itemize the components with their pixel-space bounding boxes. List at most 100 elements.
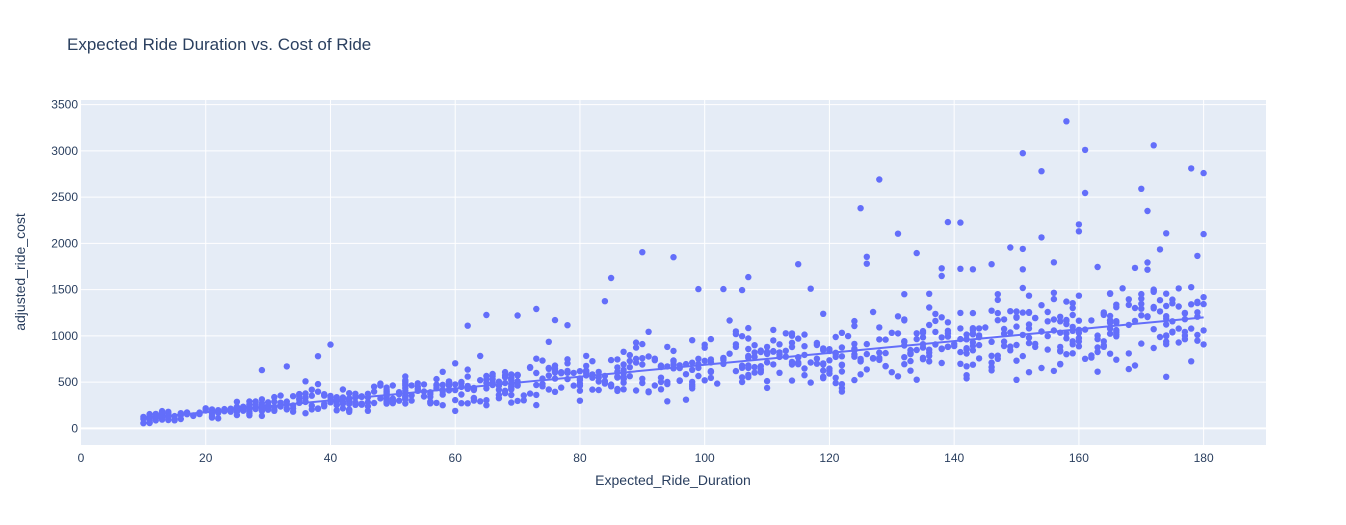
data-point bbox=[913, 346, 920, 354]
data-point bbox=[1175, 303, 1182, 310]
data-point bbox=[1138, 290, 1145, 298]
data-point bbox=[364, 407, 372, 414]
data-point bbox=[1138, 305, 1145, 312]
data-point bbox=[745, 324, 752, 332]
data-point bbox=[408, 382, 415, 389]
data-point bbox=[1163, 341, 1170, 348]
y-tick-label: 1500 bbox=[51, 283, 78, 297]
data-point bbox=[333, 407, 340, 414]
data-point bbox=[795, 361, 802, 368]
data-point bbox=[726, 317, 733, 324]
data-point bbox=[745, 364, 752, 372]
data-point bbox=[820, 310, 827, 317]
data-point bbox=[545, 338, 552, 345]
data-point bbox=[1113, 356, 1120, 363]
data-point bbox=[820, 373, 827, 381]
data-point bbox=[832, 333, 839, 341]
data-point bbox=[882, 336, 889, 343]
data-point bbox=[346, 408, 353, 415]
data-point bbox=[901, 317, 908, 324]
data-point bbox=[314, 405, 322, 412]
data-point bbox=[346, 390, 353, 397]
data-point bbox=[296, 395, 303, 402]
data-point bbox=[452, 360, 459, 367]
data-point bbox=[863, 253, 870, 260]
data-point bbox=[801, 365, 808, 372]
data-point bbox=[620, 375, 627, 382]
data-point bbox=[1188, 301, 1195, 308]
data-point bbox=[1188, 284, 1195, 291]
data-point bbox=[364, 402, 372, 410]
data-point bbox=[539, 357, 546, 364]
data-point bbox=[208, 413, 216, 420]
data-point bbox=[1025, 309, 1033, 316]
data-point bbox=[832, 374, 839, 381]
data-point bbox=[1156, 333, 1164, 341]
data-point bbox=[339, 386, 347, 393]
data-point bbox=[969, 339, 977, 346]
data-point bbox=[1069, 300, 1076, 307]
data-point bbox=[782, 330, 789, 337]
data-point bbox=[938, 334, 945, 341]
data-point bbox=[539, 380, 546, 388]
data-point bbox=[508, 383, 515, 391]
data-point bbox=[894, 230, 902, 237]
data-point bbox=[969, 347, 977, 354]
data-point bbox=[1188, 325, 1195, 332]
data-point bbox=[813, 341, 821, 349]
data-point bbox=[670, 358, 677, 365]
data-point bbox=[1181, 328, 1189, 336]
data-point bbox=[838, 344, 846, 351]
data-point bbox=[483, 397, 490, 404]
data-point bbox=[994, 352, 1001, 359]
data-point bbox=[788, 332, 796, 339]
data-point bbox=[857, 358, 864, 365]
data-point bbox=[601, 380, 609, 387]
data-point bbox=[1181, 310, 1189, 317]
data-point bbox=[957, 348, 964, 356]
data-point bbox=[1057, 318, 1064, 325]
data-point bbox=[1150, 142, 1157, 149]
data-point bbox=[452, 396, 459, 404]
data-point bbox=[888, 369, 895, 376]
data-point bbox=[1138, 185, 1145, 192]
data-point bbox=[1163, 230, 1170, 237]
data-point bbox=[701, 344, 708, 351]
data-point bbox=[1007, 244, 1014, 251]
y-tick-label: 500 bbox=[58, 375, 78, 389]
data-point bbox=[944, 319, 952, 326]
x-tick-label: 100 bbox=[695, 451, 715, 465]
data-point bbox=[763, 377, 771, 385]
data-point bbox=[564, 360, 571, 367]
data-point bbox=[545, 364, 552, 372]
data-point bbox=[807, 359, 814, 366]
data-point bbox=[1200, 230, 1207, 238]
data-point bbox=[926, 304, 933, 311]
data-point bbox=[795, 335, 802, 342]
data-point bbox=[327, 392, 334, 400]
x-tick-label: 80 bbox=[573, 451, 587, 465]
data-point bbox=[751, 342, 758, 349]
data-point bbox=[458, 400, 465, 407]
data-point bbox=[520, 397, 527, 404]
data-point bbox=[994, 317, 1001, 324]
data-point bbox=[252, 401, 259, 408]
data-point bbox=[620, 361, 627, 368]
data-point bbox=[969, 266, 977, 273]
data-point bbox=[901, 354, 908, 361]
data-point bbox=[464, 400, 471, 407]
data-point bbox=[876, 324, 883, 331]
data-point bbox=[944, 218, 952, 226]
data-point bbox=[370, 399, 378, 407]
data-point bbox=[676, 377, 683, 385]
data-point bbox=[258, 412, 266, 420]
data-point bbox=[383, 384, 390, 391]
data-point bbox=[857, 371, 864, 378]
data-point bbox=[820, 367, 827, 374]
x-axis-title: Expected_Ride_Duration bbox=[595, 472, 751, 488]
data-point bbox=[302, 378, 309, 385]
data-point bbox=[626, 351, 633, 359]
data-point bbox=[533, 391, 540, 399]
data-point bbox=[420, 393, 428, 400]
data-point bbox=[607, 274, 615, 282]
